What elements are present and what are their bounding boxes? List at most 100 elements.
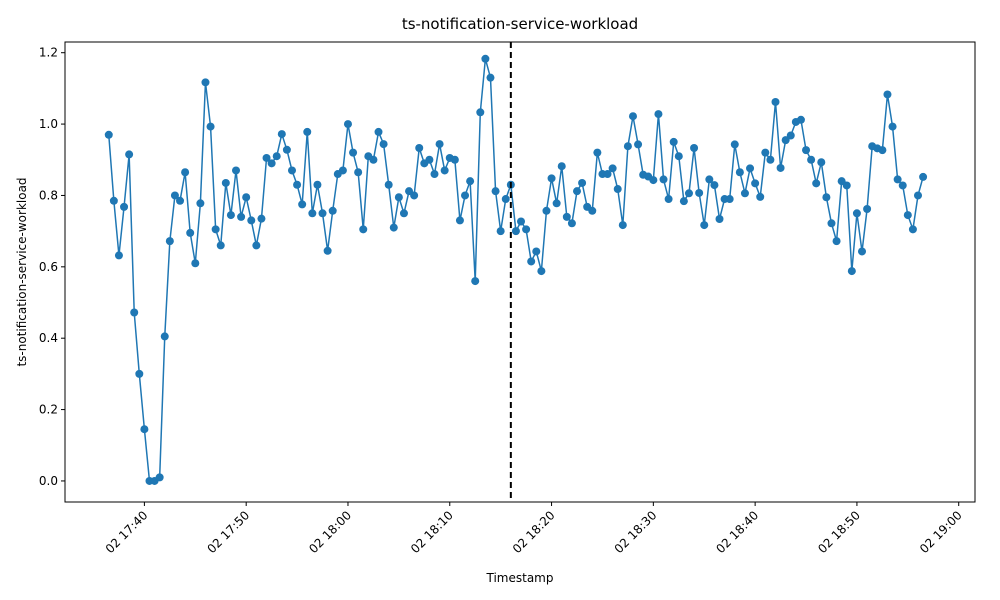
point bbox=[247, 216, 256, 225]
point bbox=[517, 217, 526, 226]
point bbox=[705, 175, 714, 184]
point bbox=[323, 246, 332, 255]
point bbox=[573, 187, 582, 196]
point bbox=[120, 202, 129, 211]
point bbox=[114, 251, 123, 260]
point bbox=[557, 162, 566, 171]
point bbox=[155, 473, 164, 482]
point bbox=[338, 166, 347, 175]
x-tick-label: 02 18:00 bbox=[306, 508, 354, 556]
point bbox=[735, 168, 744, 177]
point bbox=[527, 257, 536, 266]
point bbox=[343, 120, 352, 129]
x-tick-label: 02 18:40 bbox=[713, 508, 761, 556]
point bbox=[593, 148, 602, 157]
point bbox=[700, 221, 709, 230]
point bbox=[170, 191, 179, 200]
point bbox=[349, 148, 358, 157]
point bbox=[242, 193, 251, 202]
point bbox=[450, 155, 459, 164]
point bbox=[359, 225, 368, 234]
point bbox=[710, 181, 719, 190]
point bbox=[277, 130, 286, 139]
point bbox=[186, 228, 195, 237]
point bbox=[893, 175, 902, 184]
point bbox=[628, 112, 637, 121]
point bbox=[308, 209, 317, 218]
point bbox=[191, 259, 200, 268]
point bbox=[684, 189, 693, 198]
point bbox=[715, 215, 724, 224]
point bbox=[216, 241, 225, 250]
point bbox=[562, 212, 571, 221]
point bbox=[374, 127, 383, 136]
point bbox=[130, 308, 139, 317]
point bbox=[608, 164, 617, 173]
point bbox=[649, 176, 658, 185]
point bbox=[221, 178, 230, 187]
point bbox=[272, 152, 281, 161]
point bbox=[603, 170, 612, 179]
point bbox=[415, 143, 424, 152]
point bbox=[766, 155, 775, 164]
point bbox=[567, 219, 576, 228]
point bbox=[781, 136, 790, 145]
point bbox=[226, 211, 235, 220]
point bbox=[547, 174, 556, 183]
point bbox=[858, 247, 867, 256]
point bbox=[232, 166, 241, 175]
point bbox=[140, 425, 149, 434]
point bbox=[552, 199, 561, 208]
point bbox=[298, 200, 307, 209]
y-tick-label: 1.0 bbox=[39, 117, 58, 131]
point bbox=[430, 170, 439, 179]
point bbox=[354, 168, 363, 177]
y-tick-label: 1.2 bbox=[39, 46, 58, 60]
point bbox=[578, 178, 587, 187]
point bbox=[832, 237, 841, 246]
point bbox=[262, 153, 271, 162]
point bbox=[461, 191, 470, 200]
y-tick-label: 0.6 bbox=[39, 260, 58, 274]
point bbox=[537, 267, 546, 276]
x-tick-label: 02 18:50 bbox=[815, 508, 863, 556]
point bbox=[679, 197, 688, 206]
point bbox=[455, 216, 464, 225]
x-tick-label: 02 18:30 bbox=[612, 508, 660, 556]
point bbox=[618, 221, 627, 230]
point bbox=[125, 150, 134, 159]
point bbox=[267, 159, 276, 168]
point bbox=[104, 130, 113, 139]
y-tick-label: 0.4 bbox=[39, 331, 58, 345]
point bbox=[817, 158, 826, 167]
point bbox=[913, 191, 922, 200]
point bbox=[812, 179, 821, 188]
point bbox=[176, 196, 185, 205]
point bbox=[435, 140, 444, 149]
point bbox=[842, 181, 851, 190]
point bbox=[751, 179, 760, 188]
point bbox=[725, 195, 734, 204]
point bbox=[410, 191, 419, 200]
point bbox=[160, 332, 169, 341]
point bbox=[135, 369, 144, 378]
point bbox=[440, 166, 449, 175]
point bbox=[466, 177, 475, 186]
point bbox=[878, 146, 887, 155]
point bbox=[109, 196, 118, 205]
point bbox=[756, 192, 765, 201]
point bbox=[740, 189, 749, 198]
point bbox=[196, 199, 205, 208]
x-tick-label: 02 19:00 bbox=[917, 508, 965, 556]
point bbox=[690, 143, 699, 152]
point bbox=[206, 122, 215, 131]
point bbox=[165, 237, 174, 246]
point bbox=[802, 146, 811, 155]
point bbox=[181, 168, 190, 177]
point bbox=[822, 193, 831, 202]
point bbox=[379, 140, 388, 149]
point bbox=[776, 163, 785, 172]
point bbox=[863, 205, 872, 214]
point bbox=[399, 209, 408, 218]
